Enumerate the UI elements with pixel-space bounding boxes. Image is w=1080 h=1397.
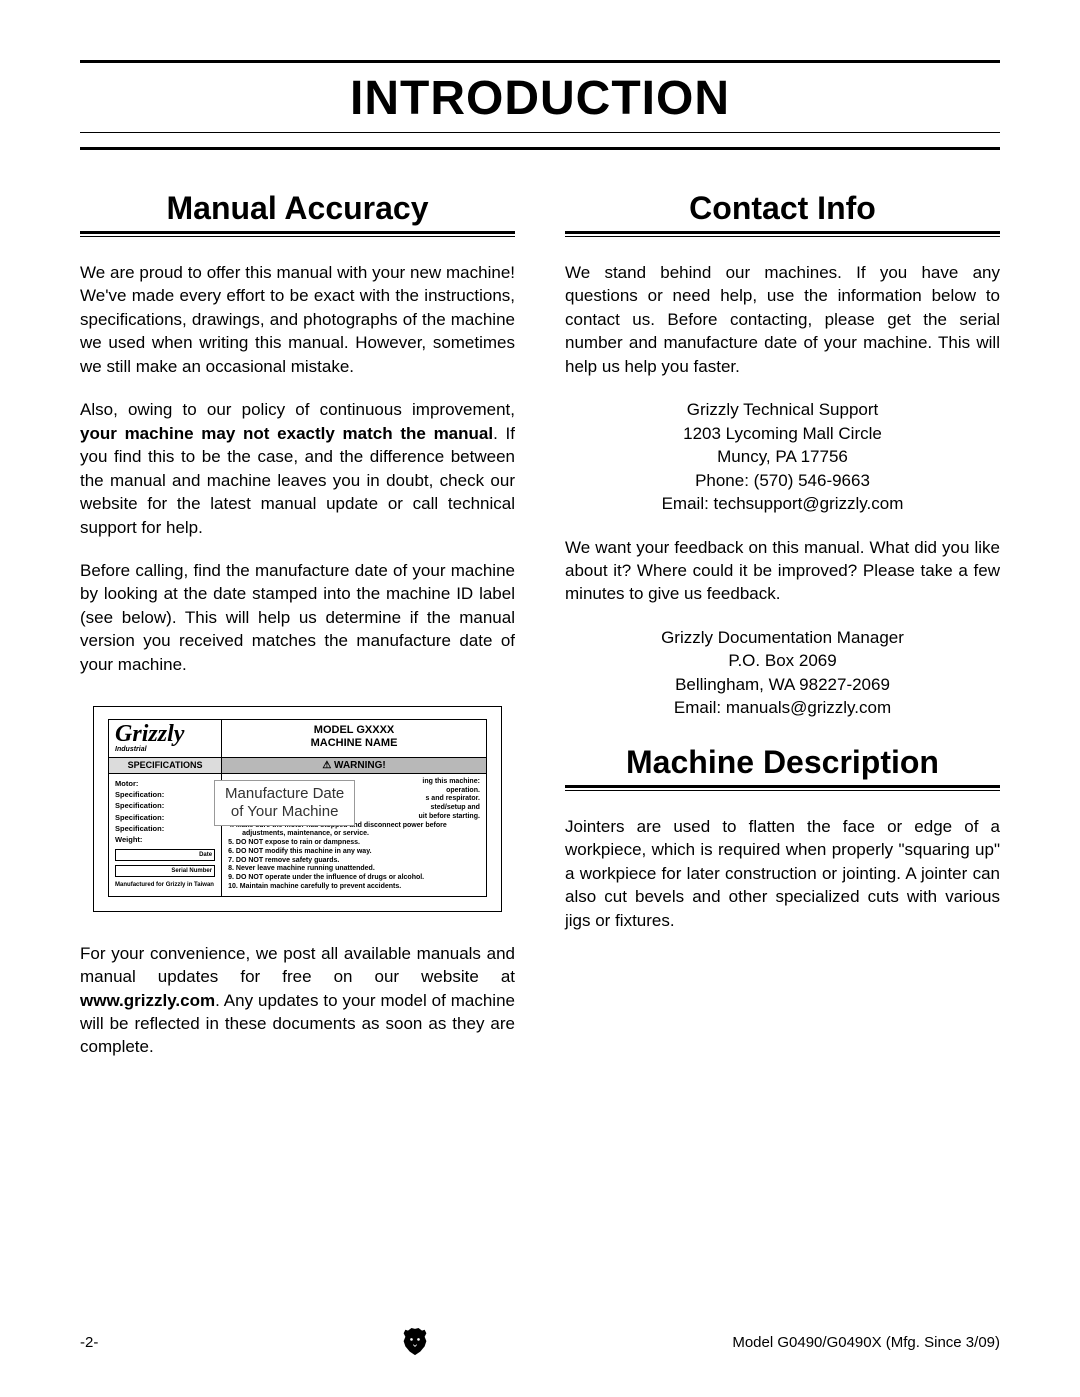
brand-text: Grizzly	[115, 724, 215, 746]
manual-accuracy-p3: Before calling, find the manufacture dat…	[80, 559, 515, 676]
callout-text: Manufacture Date of Your Machine	[225, 785, 344, 820]
warn-header: ⚠ WARNING!	[222, 758, 486, 773]
spec-column: Motor: Specification: Specification: Spe…	[109, 774, 222, 896]
section-rule	[565, 785, 1000, 791]
manufacture-date-callout: Manufacture Date of Your Machine	[214, 780, 355, 826]
p4-a: For your convenience, we post all availa…	[80, 944, 515, 986]
section-rule	[80, 231, 515, 237]
mfr-note: Manufactured for Grizzly in Taiwan	[115, 881, 215, 890]
manual-accuracy-heading: Manual Accuracy	[80, 190, 515, 227]
warn-item: 5. DO NOT expose to rain or dampness.	[228, 839, 480, 848]
warn-item: 10. Maintain machine carefully to preven…	[228, 883, 480, 892]
bear-logo-icon	[401, 1327, 429, 1357]
spec-line: Specification:	[115, 800, 215, 811]
contact-p2: We want your feedback on this manual. Wh…	[565, 536, 1000, 606]
machine-id-label-figure: Grizzly Industrial MODEL GXXXX MACHINE N…	[93, 706, 502, 911]
p2-bold: your machine may not exactly match the m…	[80, 424, 493, 443]
warn-item: 9. DO NOT operate under the influence of…	[228, 874, 480, 883]
manual-accuracy-p4: For your convenience, we post all availa…	[80, 942, 515, 1059]
tech-support-block: Grizzly Technical Support 1203 Lycoming …	[565, 398, 1000, 515]
id-model: MODEL GXXXX	[226, 724, 482, 737]
p4-bold: www.grizzly.com	[80, 991, 215, 1010]
model-line: Model G0490/G0490X (Mfg. Since 3/09)	[732, 1334, 1000, 1351]
p2-a: Also, owing to our policy of continuous …	[80, 400, 515, 419]
right-column: Contact Info We stand behind our machine…	[565, 190, 1000, 1079]
id-machine: MACHINE NAME	[226, 737, 482, 750]
page-footer: -2- Model G0490/G0490X (Mfg. Since 3/09)	[80, 1327, 1000, 1357]
id-label-header-row: SPECIFICATIONS ⚠ WARNING!	[108, 758, 487, 774]
manual-accuracy-p2: Also, owing to our policy of continuous …	[80, 398, 515, 539]
contact-info-heading: Contact Info	[565, 190, 1000, 227]
id-label-logo: Grizzly Industrial	[109, 720, 222, 757]
id-label-body: Motor: Specification: Specification: Spe…	[108, 774, 487, 897]
spec-header: SPECIFICATIONS	[109, 758, 222, 773]
page-number: -2-	[80, 1334, 98, 1351]
warn-item: 8. Never leave machine running unattende…	[228, 865, 480, 874]
section-rule	[565, 231, 1000, 237]
spec-line: Motor:	[115, 778, 215, 789]
spec-line: Specification:	[115, 823, 215, 834]
spec-line: Specification:	[115, 812, 215, 823]
spec-line: Specification:	[115, 789, 215, 800]
content-columns: Manual Accuracy We are proud to offer th…	[80, 190, 1000, 1079]
contact-p1: We stand behind our machines. If you hav…	[565, 261, 1000, 378]
page-title: INTRODUCTION	[80, 60, 1000, 150]
machine-description-heading: Machine Description	[565, 744, 1000, 781]
id-label-title: MODEL GXXXX MACHINE NAME	[222, 720, 486, 757]
page-title-text: INTRODUCTION	[80, 63, 1000, 133]
serial-field: Serial Number	[115, 865, 215, 877]
doc-manager-block: Grizzly Documentation Manager P.O. Box 2…	[565, 626, 1000, 720]
warn-item: 6. DO NOT modify this machine in any way…	[228, 848, 480, 857]
warn-item: 7. DO NOT remove safety guards.	[228, 857, 480, 866]
left-column: Manual Accuracy We are proud to offer th…	[80, 190, 515, 1079]
spec-line: Weight:	[115, 834, 215, 845]
id-label-top-row: Grizzly Industrial MODEL GXXXX MACHINE N…	[108, 719, 487, 758]
machine-description-p: Jointers are used to flatten the face or…	[565, 815, 1000, 932]
manual-accuracy-p1: We are proud to offer this manual with y…	[80, 261, 515, 378]
date-field: Date	[115, 849, 215, 861]
